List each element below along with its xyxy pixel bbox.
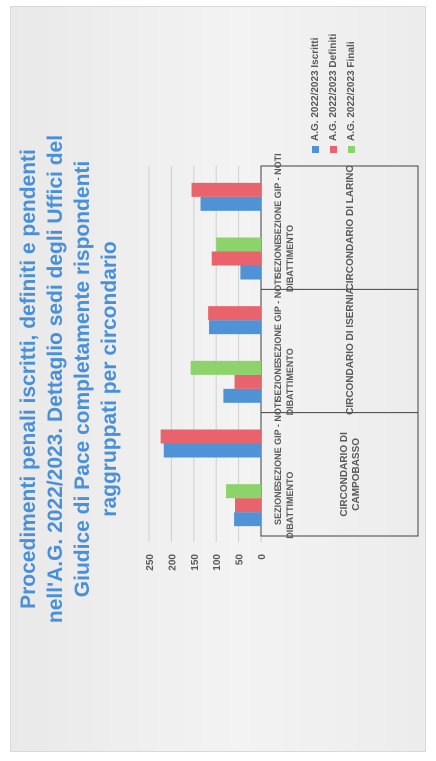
- category-label-line: DIBATTIMENTO: [285, 472, 295, 539]
- category-label-line: SEZIONE GIP - NOTI: [273, 400, 283, 487]
- y-tick-label: 200: [167, 554, 178, 571]
- bar-chart: 0 50 100 150 200 250 CIRCONDARIO DICAMPOBASSO S…: [145, 153, 419, 571]
- legend-item-iscritti: A.G. 2022/2023 Iscritti: [306, 34, 324, 153]
- y-tick-label: 250: [145, 554, 156, 571]
- category-label-line: SEZIONE: [273, 239, 283, 279]
- category-label: SEZIONE DIBATTIMENTO: [273, 472, 295, 539]
- category-label: SEZIONE GIP - NOTI: [273, 277, 283, 364]
- bar-iscritti: [163, 443, 261, 458]
- category-label-line: DIBATTIMENTO: [285, 225, 295, 292]
- y-tick-label: 0: [257, 554, 268, 560]
- category-label: SEZIONE DIBATTIMENTO: [273, 225, 295, 292]
- bar-iscritti: [200, 196, 262, 211]
- y-tick-label: 100: [212, 554, 223, 571]
- rotated-slide-canvas: Procedimenti penali iscritti, definiti e…: [11, 7, 425, 751]
- bar-definiti: [235, 498, 262, 513]
- legend-swatch-definiti: [329, 146, 337, 153]
- legend: A.G. 2022/2023 Iscritti A.G. 2022/2023 D…: [306, 34, 360, 153]
- legend-label-definiti: A.G. 2022/2023 Definiti: [327, 33, 339, 141]
- bar-finali: [190, 360, 261, 375]
- group-label-line: CIRCONDARIO DI ISERNIA: [345, 287, 356, 415]
- bar-iscritti: [234, 512, 261, 527]
- bar-definiti: [191, 182, 261, 197]
- bar-finali: [216, 237, 261, 252]
- group-label-line: CIRCONDARIO DI: [339, 432, 350, 517]
- bar-definiti: [208, 306, 261, 321]
- group-label-line: CAMPOBASSO: [351, 438, 362, 511]
- y-tick-label: 50: [235, 554, 246, 566]
- bar-definiti: [234, 374, 261, 389]
- category-label-line: SEZIONE: [273, 362, 283, 402]
- slide: Procedimenti penali iscritti, definiti e…: [10, 6, 426, 752]
- bar-definiti: [211, 251, 261, 266]
- bar-definiti: [160, 429, 261, 444]
- bar-iscritti: [209, 320, 261, 335]
- group-label: CIRCONDARIO DI LARINO: [345, 165, 356, 291]
- legend-item-finali: A.G. 2022/2023 Finali: [342, 34, 360, 153]
- category-label-line: DIBATTIMENTO: [285, 348, 295, 415]
- category-label: SEZIONE GIP - NOTI: [273, 400, 283, 487]
- group-label-line: CIRCONDARIO DI LARINO: [345, 165, 356, 291]
- category-label: SEZIONE DIBATTIMENTO: [273, 348, 295, 415]
- bar-finali: [226, 484, 261, 499]
- group-label: CIRCONDARIO DICAMPOBASSO: [339, 432, 362, 517]
- category-table-frame: [260, 165, 419, 537]
- bar-iscritti: [223, 388, 261, 403]
- legend-item-definiti: A.G. 2022/2023 Definiti: [324, 34, 342, 153]
- legend-swatch-iscritti: [311, 146, 319, 153]
- legend-label-iscritti: A.G. 2022/2023 Iscritti: [309, 37, 321, 141]
- y-tick-label: 150: [190, 554, 201, 571]
- bar-iscritti: [240, 265, 261, 280]
- category-label-line: SEZIONE GIP - NOTI: [273, 277, 283, 364]
- category-label-line: SEZIONE GIP - NOTI: [273, 153, 283, 240]
- category-label-line: SEZIONE: [273, 485, 283, 525]
- legend-label-finali: A.G. 2022/2023 Finali: [345, 41, 357, 142]
- group-label: CIRCONDARIO DI ISERNIA: [345, 287, 356, 415]
- category-label: SEZIONE GIP - NOTI: [273, 153, 283, 240]
- legend-swatch-finali: [347, 146, 355, 153]
